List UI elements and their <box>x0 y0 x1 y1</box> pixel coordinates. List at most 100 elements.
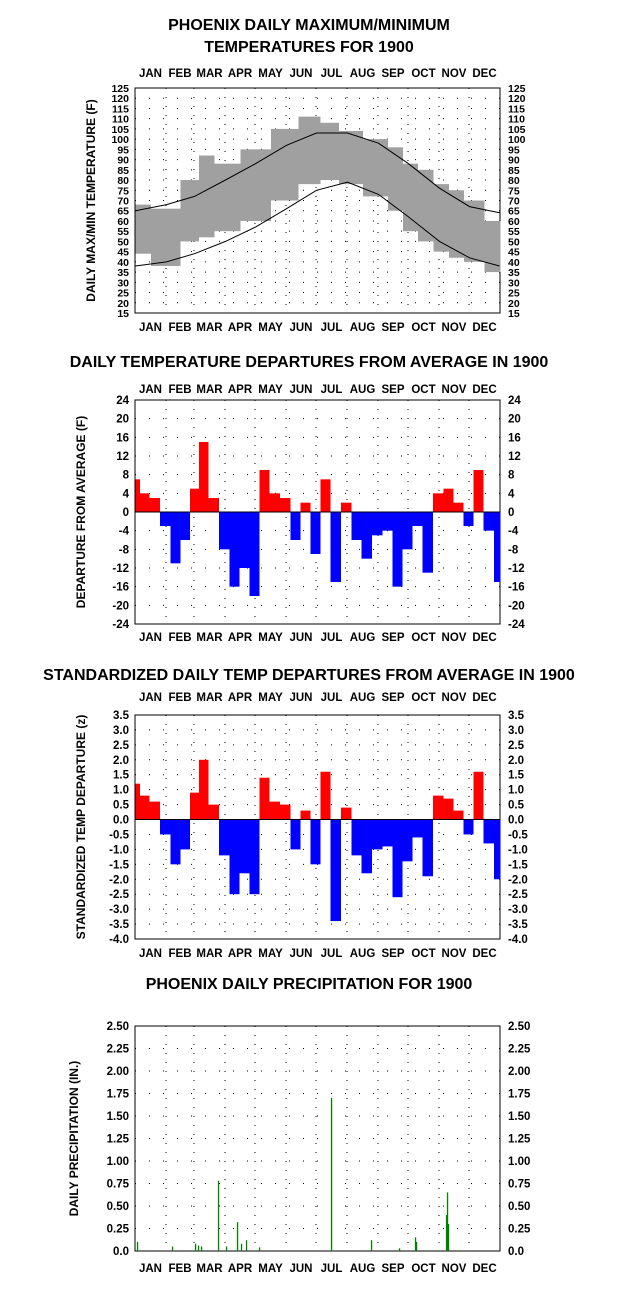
departure-bar <box>160 819 171 835</box>
departure-bar <box>170 819 181 865</box>
y-tick-label: 105 <box>111 124 129 136</box>
departure-bar <box>199 759 209 820</box>
y-tick-label: 2.0 <box>113 755 129 767</box>
departure-bar <box>280 804 291 820</box>
x-tick-label: OCT <box>411 948 435 960</box>
chart-title: TEMPERATURES FOR 1900 <box>204 39 414 56</box>
departure-bar <box>320 771 331 820</box>
departure-bar <box>392 512 403 587</box>
y-tick-label: 0.0 <box>508 815 524 827</box>
y-tick-label: -2.0 <box>508 874 528 886</box>
x-tick-label: JUL <box>321 68 343 80</box>
y-tick-label: 80 <box>117 175 129 187</box>
chart-title: PHOENIX DAILY MAXIMUM/MINIMUM <box>168 17 450 34</box>
y-tick-label: -4.0 <box>508 934 528 946</box>
departure-bar <box>382 819 393 847</box>
departure-bar <box>330 512 341 582</box>
y-tick-label: 3.0 <box>113 725 129 737</box>
departure-bar <box>249 819 260 895</box>
y-tick-label: 70 <box>508 196 520 208</box>
departure-bar <box>199 442 209 512</box>
x-tick-label: APR <box>228 948 253 960</box>
departure-bar <box>443 488 454 512</box>
y-tick-label: 1.00 <box>107 1156 129 1168</box>
x-tick-label: MAY <box>258 632 283 644</box>
daily-range-bar <box>464 200 485 262</box>
precip-bar <box>447 1224 450 1251</box>
normal-min-line <box>135 181 500 267</box>
precip-bar <box>240 1243 243 1251</box>
x-tick-label: MAR <box>196 384 223 396</box>
departure-bar <box>140 795 150 820</box>
precip-bar <box>370 1240 373 1251</box>
x-tick-label: MAR <box>196 68 223 80</box>
y-tick-label: -0.5 <box>508 829 528 841</box>
x-tick-label: JUN <box>289 384 312 396</box>
y-tick-label: 45 <box>508 247 520 259</box>
departure-bar <box>180 819 190 850</box>
departure-bar <box>372 512 383 536</box>
y-tick-label: 75 <box>117 185 129 197</box>
x-tick-label: JAN <box>139 384 162 396</box>
x-tick-label: APR <box>228 692 253 704</box>
departure-bar <box>310 512 321 554</box>
departure-bar <box>135 479 140 512</box>
y-tick-label: -4 <box>119 526 130 538</box>
y-tick-label: 1.50 <box>107 1111 129 1123</box>
y-tick-label: 75 <box>508 185 520 197</box>
precip-bar <box>194 1243 197 1251</box>
precip-bar <box>445 1215 448 1251</box>
x-tick-label: AUG <box>350 322 376 334</box>
y-tick-label: 1.0 <box>508 785 524 797</box>
y-tick-label: 0 <box>123 507 129 519</box>
x-tick-label: AUG <box>350 384 376 396</box>
y-tick-label: 24 <box>116 395 129 407</box>
x-tick-label: SEP <box>381 632 404 644</box>
y-tick-label: 20 <box>508 298 520 310</box>
departure-bar <box>463 819 474 835</box>
y-tick-label: 0.5 <box>113 800 130 812</box>
y-tick-label: 2.0 <box>508 755 524 767</box>
y-axis-label: DEPARTURE FROM AVERAGE (F) <box>74 416 88 608</box>
y-tick-label: 1.75 <box>508 1089 531 1101</box>
departure-bar <box>160 512 171 526</box>
y-tick-label: 25 <box>117 288 129 300</box>
departure-bar <box>483 512 494 531</box>
precip-bar <box>236 1222 239 1251</box>
y-tick-label: 20 <box>116 414 129 426</box>
y-tick-label: 4 <box>123 488 130 500</box>
x-tick-label: DEC <box>472 948 496 960</box>
y-tick-label: 16 <box>508 432 521 444</box>
x-tick-label: MAY <box>258 948 283 960</box>
departure-bar <box>208 804 219 820</box>
y-tick-label: 20 <box>508 414 521 426</box>
x-tick-label: NOV <box>442 948 467 960</box>
departure-bar <box>402 512 413 550</box>
departure-bar <box>473 470 484 512</box>
x-tick-label: FEB <box>169 384 192 396</box>
x-tick-label: JAN <box>139 692 162 704</box>
departure-bar <box>310 819 321 865</box>
x-tick-label: FEB <box>169 632 192 644</box>
y-tick-label: 80 <box>508 175 520 187</box>
y-tick-label: -24 <box>112 619 129 631</box>
daily-range-bar <box>433 184 449 252</box>
departure-bar <box>219 512 230 550</box>
departure-bar <box>280 498 291 512</box>
daily-range-bar <box>320 122 339 181</box>
y-tick-label: -3.5 <box>508 919 528 931</box>
daily-range-bar <box>240 149 271 221</box>
x-tick-label: FEB <box>169 322 192 334</box>
x-tick-label: APR <box>228 68 253 80</box>
daily-range-bar <box>214 163 241 232</box>
chart-title: PHOENIX DAILY PRECIPITATION FOR 1900 <box>146 976 473 993</box>
x-tick-label: OCT <box>411 692 435 704</box>
x-tick-label: MAR <box>196 322 223 334</box>
y-tick-label: 1.75 <box>107 1089 130 1101</box>
x-tick-label: MAR <box>196 948 223 960</box>
y-tick-label: -4 <box>508 526 519 538</box>
x-tick-label: JAN <box>139 632 162 644</box>
y-tick-label: 40 <box>117 257 129 269</box>
departure-bar <box>412 819 423 838</box>
x-tick-label: JUL <box>321 1263 343 1275</box>
